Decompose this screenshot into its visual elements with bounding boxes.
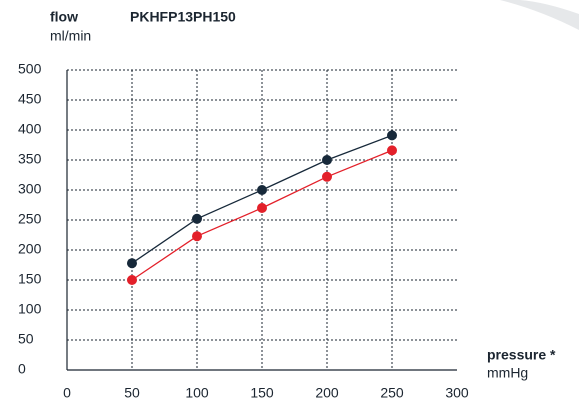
y-tick-label: 350 [18, 151, 42, 167]
x-axis-unit: mmHg [487, 365, 528, 381]
x-tick-label: 150 [250, 385, 274, 401]
y-tick-label: 450 [18, 91, 42, 107]
y-axis-label: flow [50, 9, 78, 25]
y-tick-label: 200 [18, 241, 42, 257]
y-tick-label: 500 [18, 61, 42, 77]
x-tick-label: 100 [185, 385, 209, 401]
y-axis-unit: ml/min [50, 28, 91, 44]
data-point [387, 130, 397, 141]
y-tick-label: 250 [18, 211, 42, 227]
y-tick-label: 400 [18, 121, 42, 137]
y-tick-label: 300 [18, 181, 42, 197]
data-point [257, 185, 267, 195]
y-tick-label: 0 [18, 361, 26, 377]
y-tick-label: 50 [18, 331, 34, 347]
data-point [192, 231, 202, 242]
x-tick-label: 200 [315, 385, 339, 401]
x-axis-label: pressure * [487, 347, 556, 363]
y-tick-label: 150 [18, 271, 42, 287]
data-point [387, 145, 397, 156]
x-tick-label: 250 [380, 385, 404, 401]
chart-title: PKHFP13PH150 [130, 9, 236, 25]
data-point [127, 275, 137, 285]
decoration [500, 0, 579, 30]
y-tick-label: 100 [18, 301, 42, 317]
data-point [127, 258, 137, 269]
x-tick-label: 50 [124, 385, 140, 401]
data-point [257, 203, 267, 213]
x-tick-label: 0 [63, 385, 71, 401]
data-point [322, 171, 332, 182]
x-tick-label: 300 [445, 385, 469, 401]
data-point [322, 155, 332, 165]
data-point [192, 213, 202, 224]
